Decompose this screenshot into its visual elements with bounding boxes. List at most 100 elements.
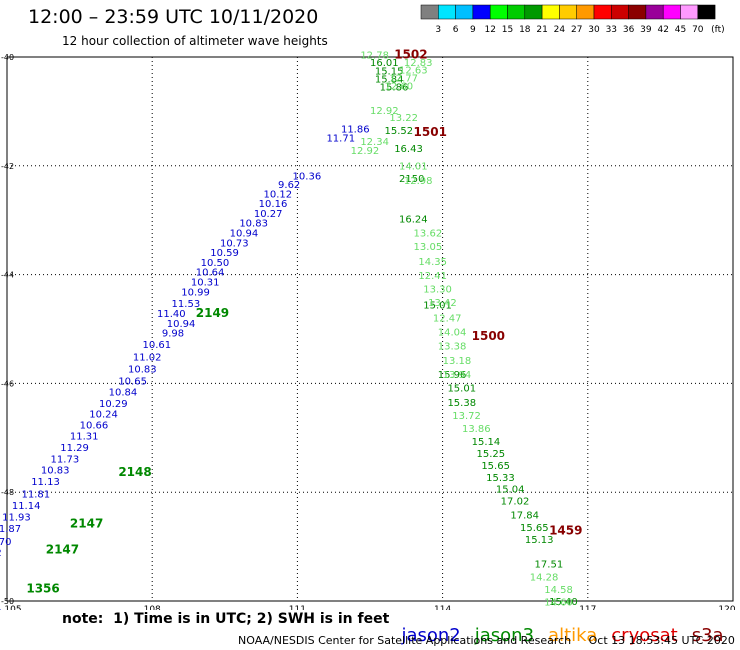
colorbar-label: 21 xyxy=(536,25,547,35)
wave-height-label: 11.90 xyxy=(0,608,2,610)
wave-height-label: 12.60 xyxy=(385,82,414,93)
wave-height-label: 11.93 xyxy=(2,512,31,523)
satellite-legend: jason2 jason3 altika cryosat s3a xyxy=(390,604,738,646)
credit-line: NOAA/NESDIS Center for Satellite Applica… xyxy=(238,634,735,647)
colorbar-label: 33 xyxy=(606,25,617,35)
colorbar-label: 6 xyxy=(453,25,459,35)
plot-frame xyxy=(6,56,734,602)
wave-height-label: 14.01 xyxy=(399,162,428,173)
y-tick-label: -40 xyxy=(1,53,14,62)
pass-number-label: 1459 xyxy=(549,524,582,538)
colorbar-label: 39 xyxy=(640,25,652,35)
wave-height-label: 15.13 xyxy=(525,535,554,546)
pass-number-label: 1501 xyxy=(414,125,447,139)
y-tick-label: -50 xyxy=(1,597,14,606)
wave-height-map: 105 108 111 114 117 120 -40 -42 -44 -46 -48 -50 11.8… xyxy=(0,48,736,610)
wave-height-label: 13.42 xyxy=(428,298,457,309)
legend-jason2: jason2 xyxy=(401,625,461,646)
x-tick-label: 111 xyxy=(289,605,306,610)
wave-height-label: 9.62 xyxy=(278,180,300,191)
wave-height-label: 11.31 xyxy=(70,431,99,442)
wave-height-label: 11.40 xyxy=(157,309,186,320)
wave-height-label: 15.96 xyxy=(438,370,467,381)
wave-height-label: 2150 xyxy=(399,174,424,185)
x-tick-label: 105 xyxy=(4,605,21,610)
wave-height-label: 14.04 xyxy=(438,328,467,339)
wave-height-label: 13.94 xyxy=(443,370,472,381)
colorbar-label: 30 xyxy=(588,25,600,35)
y-tick-label: -42 xyxy=(1,162,14,171)
wave-height-label: 10.31 xyxy=(191,277,220,288)
wave-height-label: 10.65 xyxy=(118,376,147,387)
wave-height-label: 13.05 xyxy=(414,242,443,253)
wave-height-label: 15.40 xyxy=(549,597,578,608)
legend-s3a: s3a xyxy=(691,625,724,646)
wave-height-label: 15.65 xyxy=(481,461,510,472)
footnote: note: 1) Time is in UTC; 2) SWH is in fe… xyxy=(62,611,390,627)
wave-height-label: 13.72 xyxy=(452,411,481,422)
wave-height-label: 12.63 xyxy=(399,65,428,76)
wave-height-label: 14.35 xyxy=(418,257,447,268)
pass-number-label: 2147 xyxy=(46,543,79,557)
legend-altika: altika xyxy=(548,625,598,646)
wave-height-label: 15.65 xyxy=(520,523,549,534)
wave-height-label: 10.16 xyxy=(259,199,288,210)
wave-height-label: 15.52 xyxy=(385,126,414,137)
color-scale-bar: 3 6 9 12 15 18 21 24 27 30 33 36 39 42 45 70 (ft) xyxy=(420,4,725,35)
wave-height-label: 15.14 xyxy=(472,437,501,448)
wave-height-label: 15.84 xyxy=(375,75,404,86)
wave-height-label: 10.83 xyxy=(41,466,70,477)
pass-number-label: 2149 xyxy=(196,306,229,320)
wave-height-label: 11.87 xyxy=(0,524,21,535)
y-tick-label: -46 xyxy=(1,379,14,388)
wave-height-label: 11.86 xyxy=(341,125,370,136)
x-tick-label: 108 xyxy=(144,605,161,610)
legend-jason3: jason3 xyxy=(474,625,535,646)
wave-height-label: 10.61 xyxy=(143,340,172,351)
pass-number-label: 2148 xyxy=(118,465,151,479)
colorbar-label: 18 xyxy=(519,25,531,35)
wave-height-label: 10.94 xyxy=(230,229,259,240)
colorbar-swatch xyxy=(697,4,716,20)
wave-height-label: 13.30 xyxy=(423,285,452,296)
wave-height-label: 10.29 xyxy=(99,399,128,410)
wave-height-label: 11.14 xyxy=(12,501,41,512)
wave-height-label: 10.84 xyxy=(109,387,138,398)
wave-height-label: 10.92 xyxy=(0,548,2,559)
wave-height-label: 10.99 xyxy=(181,287,210,298)
pass-number-label: 1500 xyxy=(472,329,505,343)
wave-height-label: 10.83 xyxy=(239,219,268,230)
wave-height-label: 11.81 xyxy=(22,490,51,501)
wave-height-label: 17.51 xyxy=(535,559,564,570)
wave-height-label: 10.94 xyxy=(167,319,196,330)
wave-height-label: 12.92 xyxy=(351,146,380,157)
wave-height-label: 10.36 xyxy=(293,171,322,182)
wave-height-label: 10.12 xyxy=(264,189,293,200)
x-tick-label: 117 xyxy=(579,605,596,610)
wave-height-label: 12.83 xyxy=(404,58,433,69)
wave-height-label: 9.98 xyxy=(162,329,184,340)
wave-height-label: 12.41 xyxy=(418,271,447,282)
x-tick-label: 114 xyxy=(434,605,451,610)
wave-height-label: 11.73 xyxy=(51,454,80,465)
wave-height-label: 10.24 xyxy=(89,410,118,421)
wave-height-label: 15.01 xyxy=(447,384,476,395)
colorbar-label: 42 xyxy=(657,25,668,35)
colorbar-label: 27 xyxy=(571,25,582,35)
wave-height-label: 15.25 xyxy=(476,449,505,460)
wave-height-label: 10.66 xyxy=(80,421,109,432)
wave-height-label: 11.70 xyxy=(0,537,11,548)
wave-height-label: 13.86 xyxy=(462,424,491,435)
wave-height-label: 11.71 xyxy=(326,133,355,144)
wave-height-label: 15.15 xyxy=(375,66,404,77)
wave-height-label: 11.29 xyxy=(60,443,89,454)
wave-height-label: 16.01 xyxy=(370,58,399,69)
y-tick-label: -48 xyxy=(1,488,14,497)
wave-height-label: 12.77 xyxy=(389,73,418,84)
wave-height-label: 13.18 xyxy=(443,356,472,367)
wave-height-label: 16.24 xyxy=(399,214,428,225)
wave-height-label: 14.60 xyxy=(544,597,573,608)
wave-height-label: 15.01 xyxy=(423,300,452,311)
wave-height-label: 11.53 xyxy=(172,299,201,310)
wave-height-label: 13.22 xyxy=(389,113,418,124)
